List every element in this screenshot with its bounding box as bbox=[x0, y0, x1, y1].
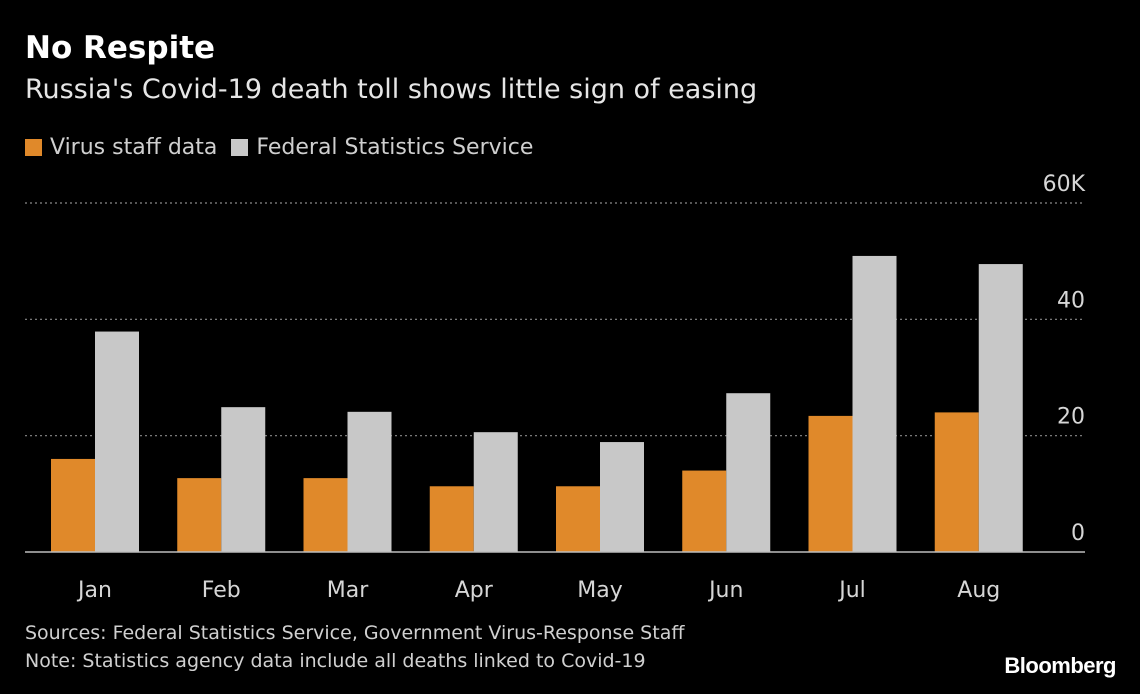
chart-title: No Respite bbox=[25, 30, 216, 66]
bar-virus-staff bbox=[808, 415, 853, 552]
bar-virus-staff bbox=[51, 458, 95, 552]
x-tick-label: Apr bbox=[455, 578, 494, 603]
bar-virus-staff bbox=[682, 470, 727, 552]
legend-swatch-federal-stats bbox=[231, 138, 249, 156]
chart-subtitle: Russia's Covid-19 death toll shows littl… bbox=[25, 74, 758, 105]
legend: Virus staff data Federal Statistics Serv… bbox=[25, 132, 547, 162]
y-tick-label: 60K bbox=[1043, 172, 1086, 197]
bar-federal-stats bbox=[600, 442, 644, 552]
bar-virus-staff bbox=[556, 486, 600, 552]
y-tick-label: 0 bbox=[1071, 521, 1085, 546]
sources-note: Sources: Federal Statistics Service, Gov… bbox=[25, 622, 685, 644]
bar-federal-stats bbox=[726, 393, 771, 552]
x-tick-label: May bbox=[577, 578, 622, 603]
bar-federal-stats bbox=[221, 407, 266, 552]
bar-federal-stats bbox=[978, 264, 1023, 552]
x-tick-label: Jan bbox=[76, 578, 112, 603]
bar-federal-stats bbox=[852, 255, 897, 552]
bar-virus-staff bbox=[429, 486, 474, 552]
x-tick-label: Aug bbox=[957, 578, 1000, 603]
bar-virus-staff bbox=[934, 412, 979, 552]
x-tick-label: Mar bbox=[327, 578, 369, 603]
legend-swatch-virus-staff bbox=[25, 138, 42, 156]
x-tick-label: Jun bbox=[707, 578, 743, 603]
x-tick-label: Jul bbox=[837, 578, 866, 603]
legend-label-federal-stats: Federal Statistics Service bbox=[256, 134, 534, 160]
bar-federal-stats bbox=[347, 411, 392, 552]
bloomberg-logo: Bloomberg bbox=[1004, 653, 1116, 678]
bar-federal-stats bbox=[95, 331, 139, 552]
legend-item-federal-stats: Federal Statistics Service bbox=[231, 135, 533, 160]
y-tick-label: 20 bbox=[1057, 405, 1085, 430]
y-tick-label: 40 bbox=[1057, 288, 1085, 313]
bar-virus-staff bbox=[303, 478, 348, 552]
bar-virus-staff bbox=[177, 478, 222, 552]
legend-label-virus-staff: Virus staff data bbox=[50, 134, 218, 160]
legend-item-virus-staff: Virus staff data bbox=[25, 135, 217, 160]
x-tick-label: Feb bbox=[202, 578, 241, 603]
footnote: Note: Statistics agency data include all… bbox=[25, 650, 646, 672]
bar-federal-stats bbox=[473, 432, 518, 552]
